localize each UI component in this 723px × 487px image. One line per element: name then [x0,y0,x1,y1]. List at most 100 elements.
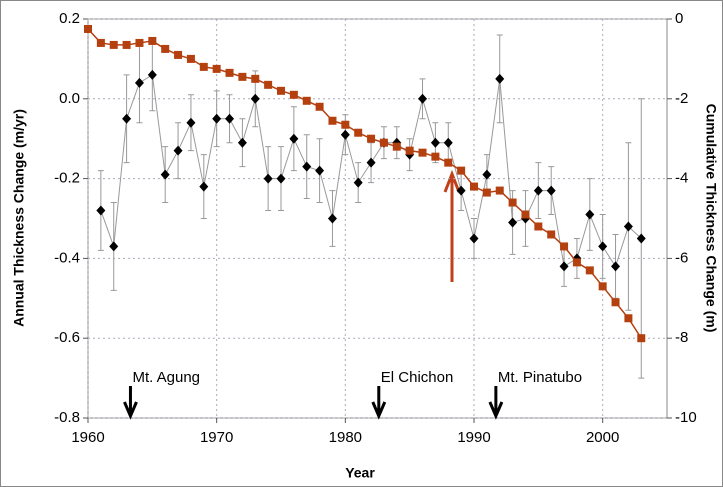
point [508,217,518,228]
annotation-arrow [488,386,504,420]
point [444,158,453,167]
point [598,241,608,252]
point [457,166,466,175]
point [237,137,247,148]
point [418,148,427,157]
point [302,161,312,172]
point [534,222,543,231]
point [495,186,504,195]
point [327,213,337,224]
annotation: Mt. Pinatubo [498,369,582,386]
point [212,64,221,73]
y-axis-label: Annual Thickness Change (m/yr) [11,109,27,327]
y-tick-label: -0.8 [54,409,80,426]
point [636,233,646,244]
point [122,113,132,124]
point [225,113,235,124]
point [96,205,106,216]
point [430,137,440,148]
point [469,233,479,244]
point [199,181,209,192]
point [173,145,183,156]
point [392,142,401,151]
y2-tick-label: -6 [675,249,688,266]
annotation: El Chichon [381,369,454,386]
annotation-arrow [371,386,387,420]
plot-area [87,18,668,419]
point [122,40,131,49]
point [624,314,633,323]
highlight-arrow [443,169,461,282]
point [482,188,491,197]
point [367,134,376,143]
point [623,221,633,232]
point [443,137,453,148]
x-tick-label: 2000 [586,429,619,446]
point [212,113,222,124]
y-tick-label: -0.2 [54,170,80,187]
point [611,298,620,307]
point [431,152,440,161]
point [302,96,311,105]
point [482,169,492,180]
x-tick-label: 1970 [200,429,233,446]
point [508,198,517,207]
point [585,266,594,275]
y-tick-label: 0.0 [59,90,80,107]
point [238,72,247,81]
point [147,69,157,80]
y-tick-label: -0.4 [54,249,80,266]
point [289,133,299,144]
y2-tick-label: -2 [675,90,688,107]
point [598,282,607,291]
point [250,93,260,104]
point [251,74,260,83]
point [315,102,324,111]
point [470,182,478,191]
point [366,157,376,168]
point [84,24,92,33]
point [585,209,595,220]
point [521,210,530,219]
x-tick-label: 1980 [329,429,362,446]
point [572,258,581,267]
x-axis-label: Year [345,465,375,481]
point [174,50,183,59]
point [418,93,428,104]
y2-tick-label: -8 [675,329,688,346]
point [328,116,337,125]
annotation: Mt. Agung [132,369,200,386]
x-tick-label: 1990 [457,429,490,446]
point [109,40,118,49]
point [109,241,119,252]
point [264,80,273,89]
y2-axis-label: Cumulative Thickness Change (m) [703,104,719,333]
point [611,261,621,272]
point [148,36,157,45]
point [353,177,363,188]
point [263,173,273,184]
point [341,120,350,129]
annotation-arrow [123,386,138,420]
point [134,77,144,88]
point [533,185,543,196]
point [186,54,195,63]
point [225,68,234,77]
point [379,138,388,147]
point [160,169,170,180]
point [199,62,208,71]
point [161,44,170,53]
point [340,129,350,140]
point [637,334,646,343]
point [277,86,285,95]
point [354,128,363,137]
point [456,185,466,196]
point [96,38,105,47]
y2-tick-label: 0 [675,10,683,27]
y-tick-label: -0.6 [54,329,80,346]
point [546,185,556,196]
point [560,242,569,251]
point [315,165,325,176]
